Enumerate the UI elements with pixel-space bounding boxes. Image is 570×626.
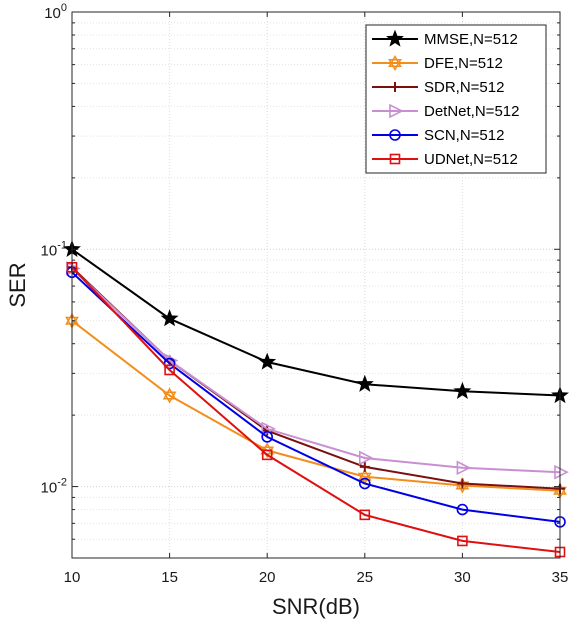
x-tick-label: 15: [161, 569, 178, 586]
series-layer: [63, 239, 569, 558]
y-tick-label: 10-1: [41, 239, 67, 259]
legend-entry: SDR,N=512: [372, 79, 504, 96]
series-line: [71, 271, 561, 523]
legend-label: SCN,N=512: [424, 127, 504, 144]
legend-entry: DFE,N=512: [372, 54, 503, 72]
square-marker: [164, 364, 175, 376]
series-line: [71, 266, 561, 553]
triangle-right-marker: [389, 103, 404, 119]
x-tick-label: 10: [64, 569, 81, 586]
series-5: [66, 261, 566, 558]
circle-marker: [456, 503, 469, 516]
triangle-right-marker: [456, 460, 472, 476]
circle-marker: [358, 477, 371, 490]
circle-marker: [261, 431, 274, 443]
plus-marker: [457, 478, 468, 489]
hexagram-marker: [162, 387, 177, 400]
square-marker: [261, 449, 273, 461]
legend-label: MMSE,N=512: [424, 31, 518, 48]
star-marker: [453, 381, 472, 399]
star-marker: [258, 352, 277, 370]
square-marker: [457, 535, 468, 547]
series-3: [66, 261, 569, 480]
x-tick-label: 35: [552, 569, 569, 586]
legend-entry: SCN,N=512: [372, 127, 504, 144]
series-line: [71, 319, 561, 492]
legend-label: DFE,N=512: [424, 55, 503, 72]
star-marker: [386, 29, 404, 47]
y-axis-label: SER: [5, 262, 30, 307]
y-tick-label: 100: [44, 2, 67, 22]
star-marker: [160, 309, 179, 327]
circle-marker: [389, 129, 401, 141]
x-tick-label: 25: [356, 569, 373, 586]
legend: MMSE,N=512 DFE,N=512 SDR,N=512 DetNet,N=512…: [365, 24, 547, 174]
plus-marker: [390, 82, 400, 92]
axis-ticks: 10 15 20 25 30 35 100 10-1 10-2: [41, 2, 569, 586]
legend-label: SDR,N=512: [424, 79, 504, 96]
legend-label: DetNet,N=512: [424, 103, 519, 120]
square-marker: [359, 509, 371, 521]
legend-entry: UDNet,N=512: [372, 151, 518, 168]
hexagram-marker: [388, 59, 402, 72]
legend-box: [365, 24, 547, 174]
x-axis-label: SNR(dB): [272, 594, 360, 619]
x-tick-label: 30: [454, 569, 471, 586]
legend-entry: DetNet,N=512: [372, 103, 519, 120]
square-marker: [389, 153, 401, 165]
plus-marker: [359, 461, 370, 472]
star-marker: [355, 374, 374, 392]
legend-label: UDNet,N=512: [424, 151, 518, 168]
x-tick-label: 20: [259, 569, 276, 586]
legend-entry: MMSE,N=512: [372, 29, 518, 48]
series-line: [71, 267, 561, 474]
hexagram-marker: [388, 54, 402, 68]
y-tick-label: 10-2: [41, 477, 67, 497]
triangle-right-marker: [554, 464, 569, 480]
plot-frame: [71, 11, 561, 559]
hexagram-marker: [357, 468, 372, 481]
series-line: [71, 248, 561, 397]
triangle-right-marker: [358, 450, 374, 466]
hexagram-marker: [357, 472, 372, 485]
hexagram-marker: [162, 391, 177, 404]
